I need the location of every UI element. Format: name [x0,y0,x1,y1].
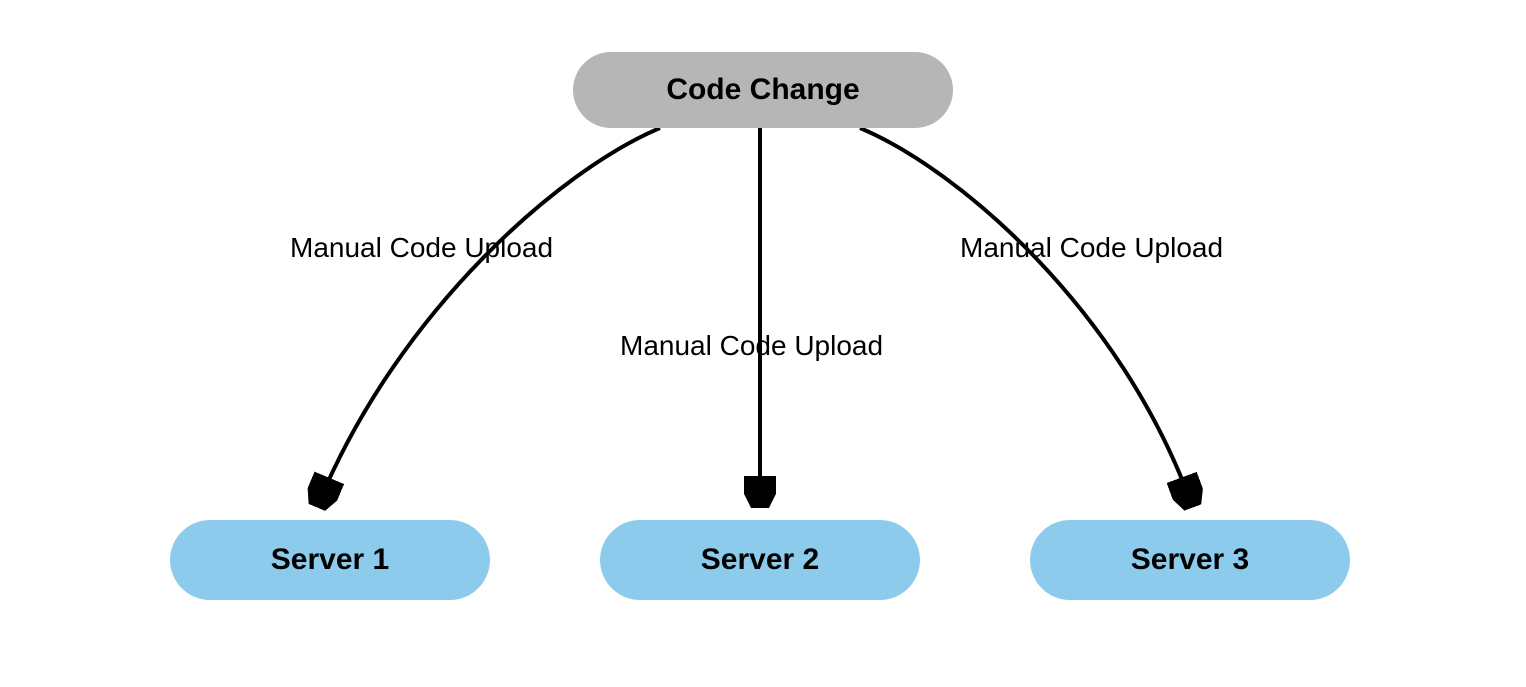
node-code-change: Code Change [573,52,953,128]
edge-middle-label-text: Manual Code Upload [620,330,883,361]
node-server-2: Server 2 [600,520,920,600]
node-server-1: Server 1 [170,520,490,600]
edge-right-label: Manual Code Upload [960,232,1223,264]
edge-left-label-text: Manual Code Upload [290,232,553,263]
deployment-diagram: Code Change Server 1 Server 2 Server 3 M… [0,0,1526,687]
node-code-change-label: Code Change [666,73,859,107]
node-server-2-label: Server 2 [701,543,819,577]
node-server-3-label: Server 3 [1131,543,1249,577]
node-server-1-label: Server 1 [271,543,389,577]
edge-right-path [860,128,1190,500]
edge-left-label: Manual Code Upload [290,232,553,264]
node-server-3: Server 3 [1030,520,1350,600]
edge-left-path [320,128,660,500]
edge-right-label-text: Manual Code Upload [960,232,1223,263]
edge-middle-label: Manual Code Upload [620,330,883,362]
